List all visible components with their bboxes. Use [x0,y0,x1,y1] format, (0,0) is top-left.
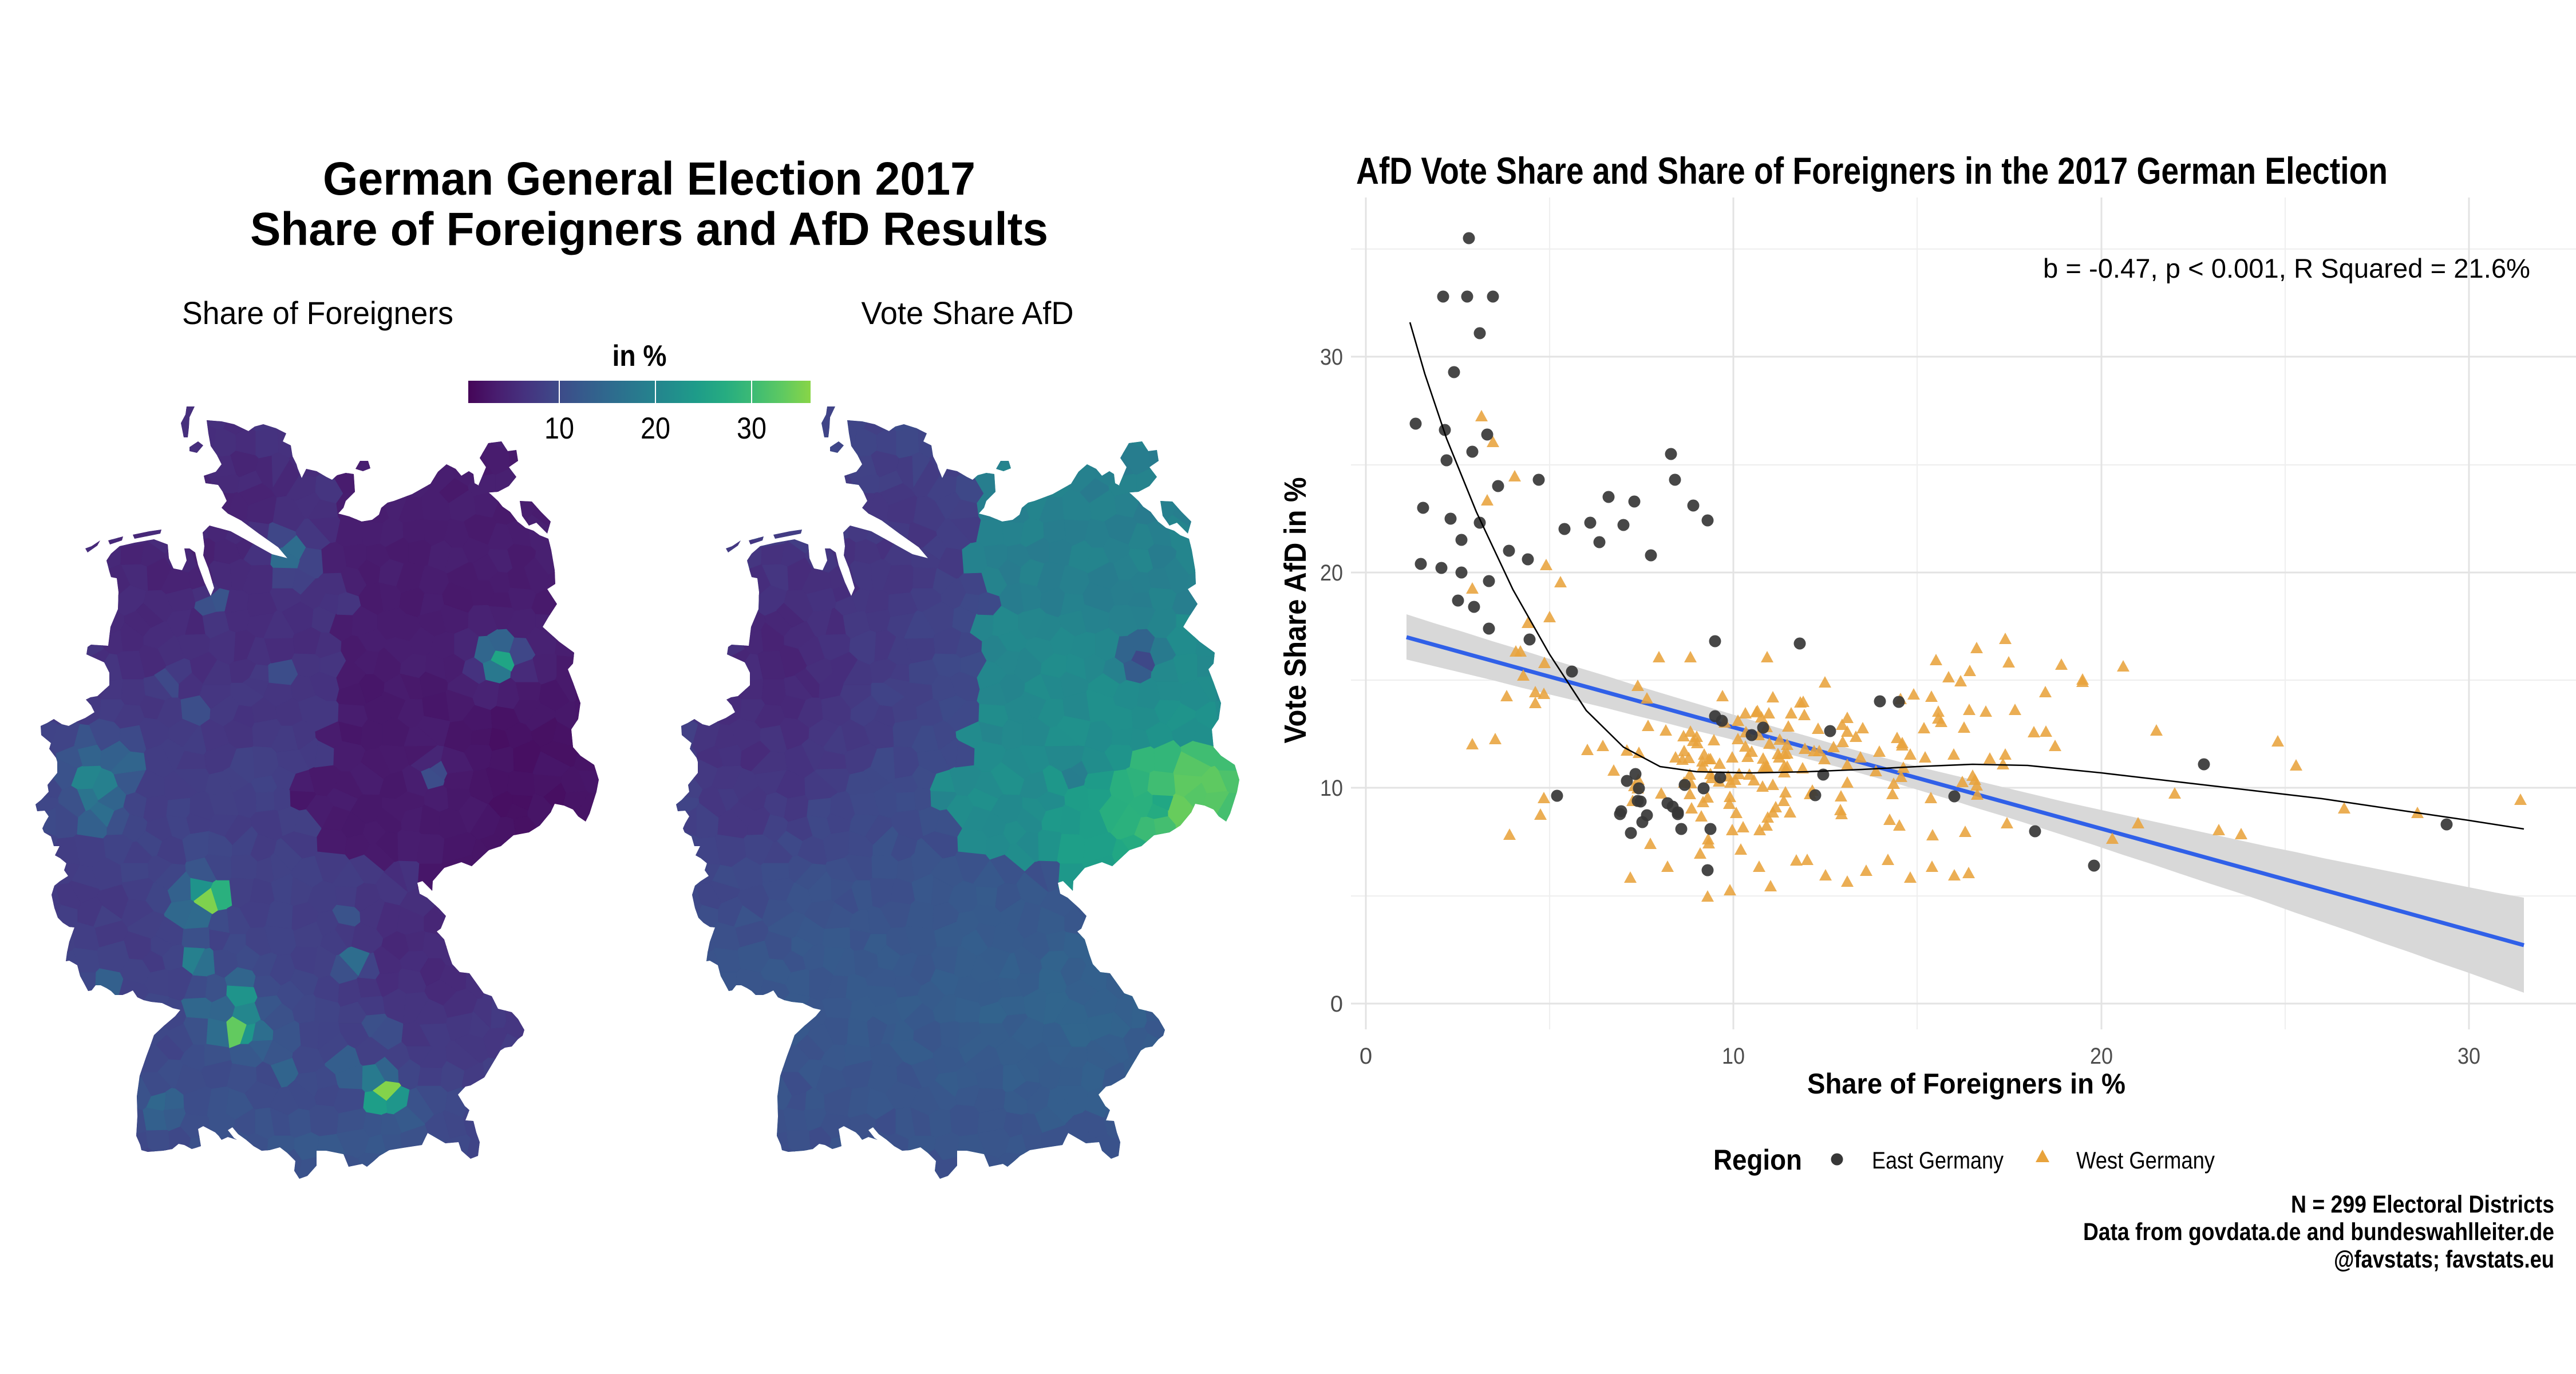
svg-text:Vote Share AfD: Vote Share AfD [862,295,1074,331]
svg-text:East Germany: East Germany [1872,1147,2004,1174]
svg-text:20: 20 [641,412,670,445]
svg-text:Data from govdata.de and bunde: Data from govdata.de and bundeswahlleite… [2083,1218,2554,1246]
svg-text:AfD Vote Share and Share of Fo: AfD Vote Share and Share of Foreigners i… [1356,149,2388,192]
svg-text:@favstats; favstats.eu: @favstats; favstats.eu [2334,1246,2554,1273]
svg-text:20: 20 [1320,560,1343,586]
svg-text:Share of Foreigners: Share of Foreigners [182,295,453,331]
svg-text:0: 0 [1360,1044,1372,1069]
svg-text:N = 299 Electoral Districts: N = 299 Electoral Districts [2291,1191,2554,1218]
svg-text:German General Election 2017: German General Election 2017 [323,153,975,205]
svg-text:10: 10 [1722,1044,1745,1069]
svg-text:30: 30 [1320,345,1343,370]
svg-text:30: 30 [737,412,767,445]
svg-text:10: 10 [544,412,574,445]
svg-text:in %: in % [613,339,667,373]
svg-text:b = -0.47, p < 0.001, R Square: b = -0.47, p < 0.001, R Squared = 21.6% [2043,253,2530,283]
svg-text:20: 20 [2090,1044,2113,1069]
svg-text:10: 10 [1320,776,1343,801]
svg-text:Region: Region [1713,1144,1802,1176]
svg-text:Share of Foreigners in %: Share of Foreigners in % [1807,1068,2125,1100]
svg-text:0: 0 [1330,992,1343,1017]
svg-text:West Germany: West Germany [2076,1147,2215,1174]
svg-text:Share of Foreigners and AfD Re: Share of Foreigners and AfD Results [250,203,1048,255]
svg-text:30: 30 [2458,1044,2480,1069]
svg-text:Vote Share AfD in %: Vote Share AfD in % [1278,477,1313,744]
